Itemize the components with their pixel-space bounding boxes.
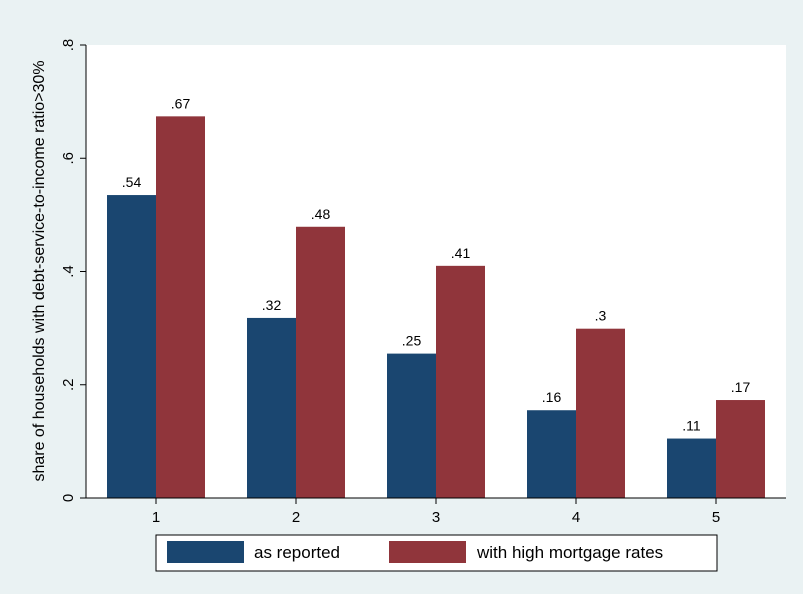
legend-swatch-high-mortgage-rates — [389, 541, 466, 563]
x-tick-label-4: 4 — [572, 509, 580, 526]
bar-as-reported-4 — [527, 410, 576, 498]
y-tick-label-p8: .8 — [60, 39, 77, 52]
bar-as-reported-2 — [247, 317, 296, 498]
bar-high-mortgage-rates-1 — [156, 116, 205, 498]
bar-as-reported-5 — [667, 438, 716, 498]
legend-swatch-as-reported — [167, 541, 244, 563]
legend-label-high-mortgage-rates: with high mortgage rates — [476, 543, 663, 562]
y-tick-label-p4: .4 — [60, 265, 77, 278]
y-tick-label-p6: .6 — [60, 152, 77, 165]
legend-label-as-reported: as reported — [254, 543, 340, 562]
data-label-high-mortgage-rates-4: .3 — [595, 308, 607, 324]
bars-group — [107, 116, 765, 499]
data-labels-group: .54 .67 .32 .48 .25 .41 .16 .3 .11 .17 — [122, 95, 751, 433]
data-label-as-reported-3: .25 — [402, 333, 422, 349]
data-label-as-reported-1: .54 — [122, 174, 142, 190]
x-axis-ticks: 1 2 3 4 5 — [152, 498, 720, 526]
x-tick-label-5: 5 — [712, 509, 720, 526]
bar-high-mortgage-rates-3 — [436, 265, 485, 498]
y-axis-ticks: 0 .2 .4 .6 .8 — [60, 39, 86, 502]
data-label-high-mortgage-rates-1: .67 — [171, 95, 191, 111]
data-label-as-reported-5: .11 — [682, 418, 701, 434]
y-axis-title: share of households with debt-service-to… — [31, 60, 48, 481]
data-label-as-reported-4: .16 — [542, 389, 562, 405]
bar-high-mortgage-rates-5 — [716, 400, 765, 498]
bar-high-mortgage-rates-4 — [576, 328, 625, 498]
data-label-high-mortgage-rates-2: .48 — [311, 206, 331, 222]
y-tick-label-p2: .2 — [60, 378, 77, 391]
bar-high-mortgage-rates-2 — [296, 226, 345, 499]
bar-as-reported-1 — [107, 195, 156, 498]
y-tick-label-0: 0 — [60, 494, 77, 502]
data-label-high-mortgage-rates-3: .41 — [451, 245, 471, 261]
x-tick-label-1: 1 — [152, 509, 160, 526]
x-tick-label-3: 3 — [432, 509, 440, 526]
bar-as-reported-3 — [387, 353, 436, 498]
legend: as reported with high mortgage rates — [155, 534, 718, 572]
x-tick-label-2: 2 — [292, 509, 300, 526]
data-label-high-mortgage-rates-5: .17 — [731, 379, 751, 395]
data-label-as-reported-2: .32 — [262, 297, 282, 313]
